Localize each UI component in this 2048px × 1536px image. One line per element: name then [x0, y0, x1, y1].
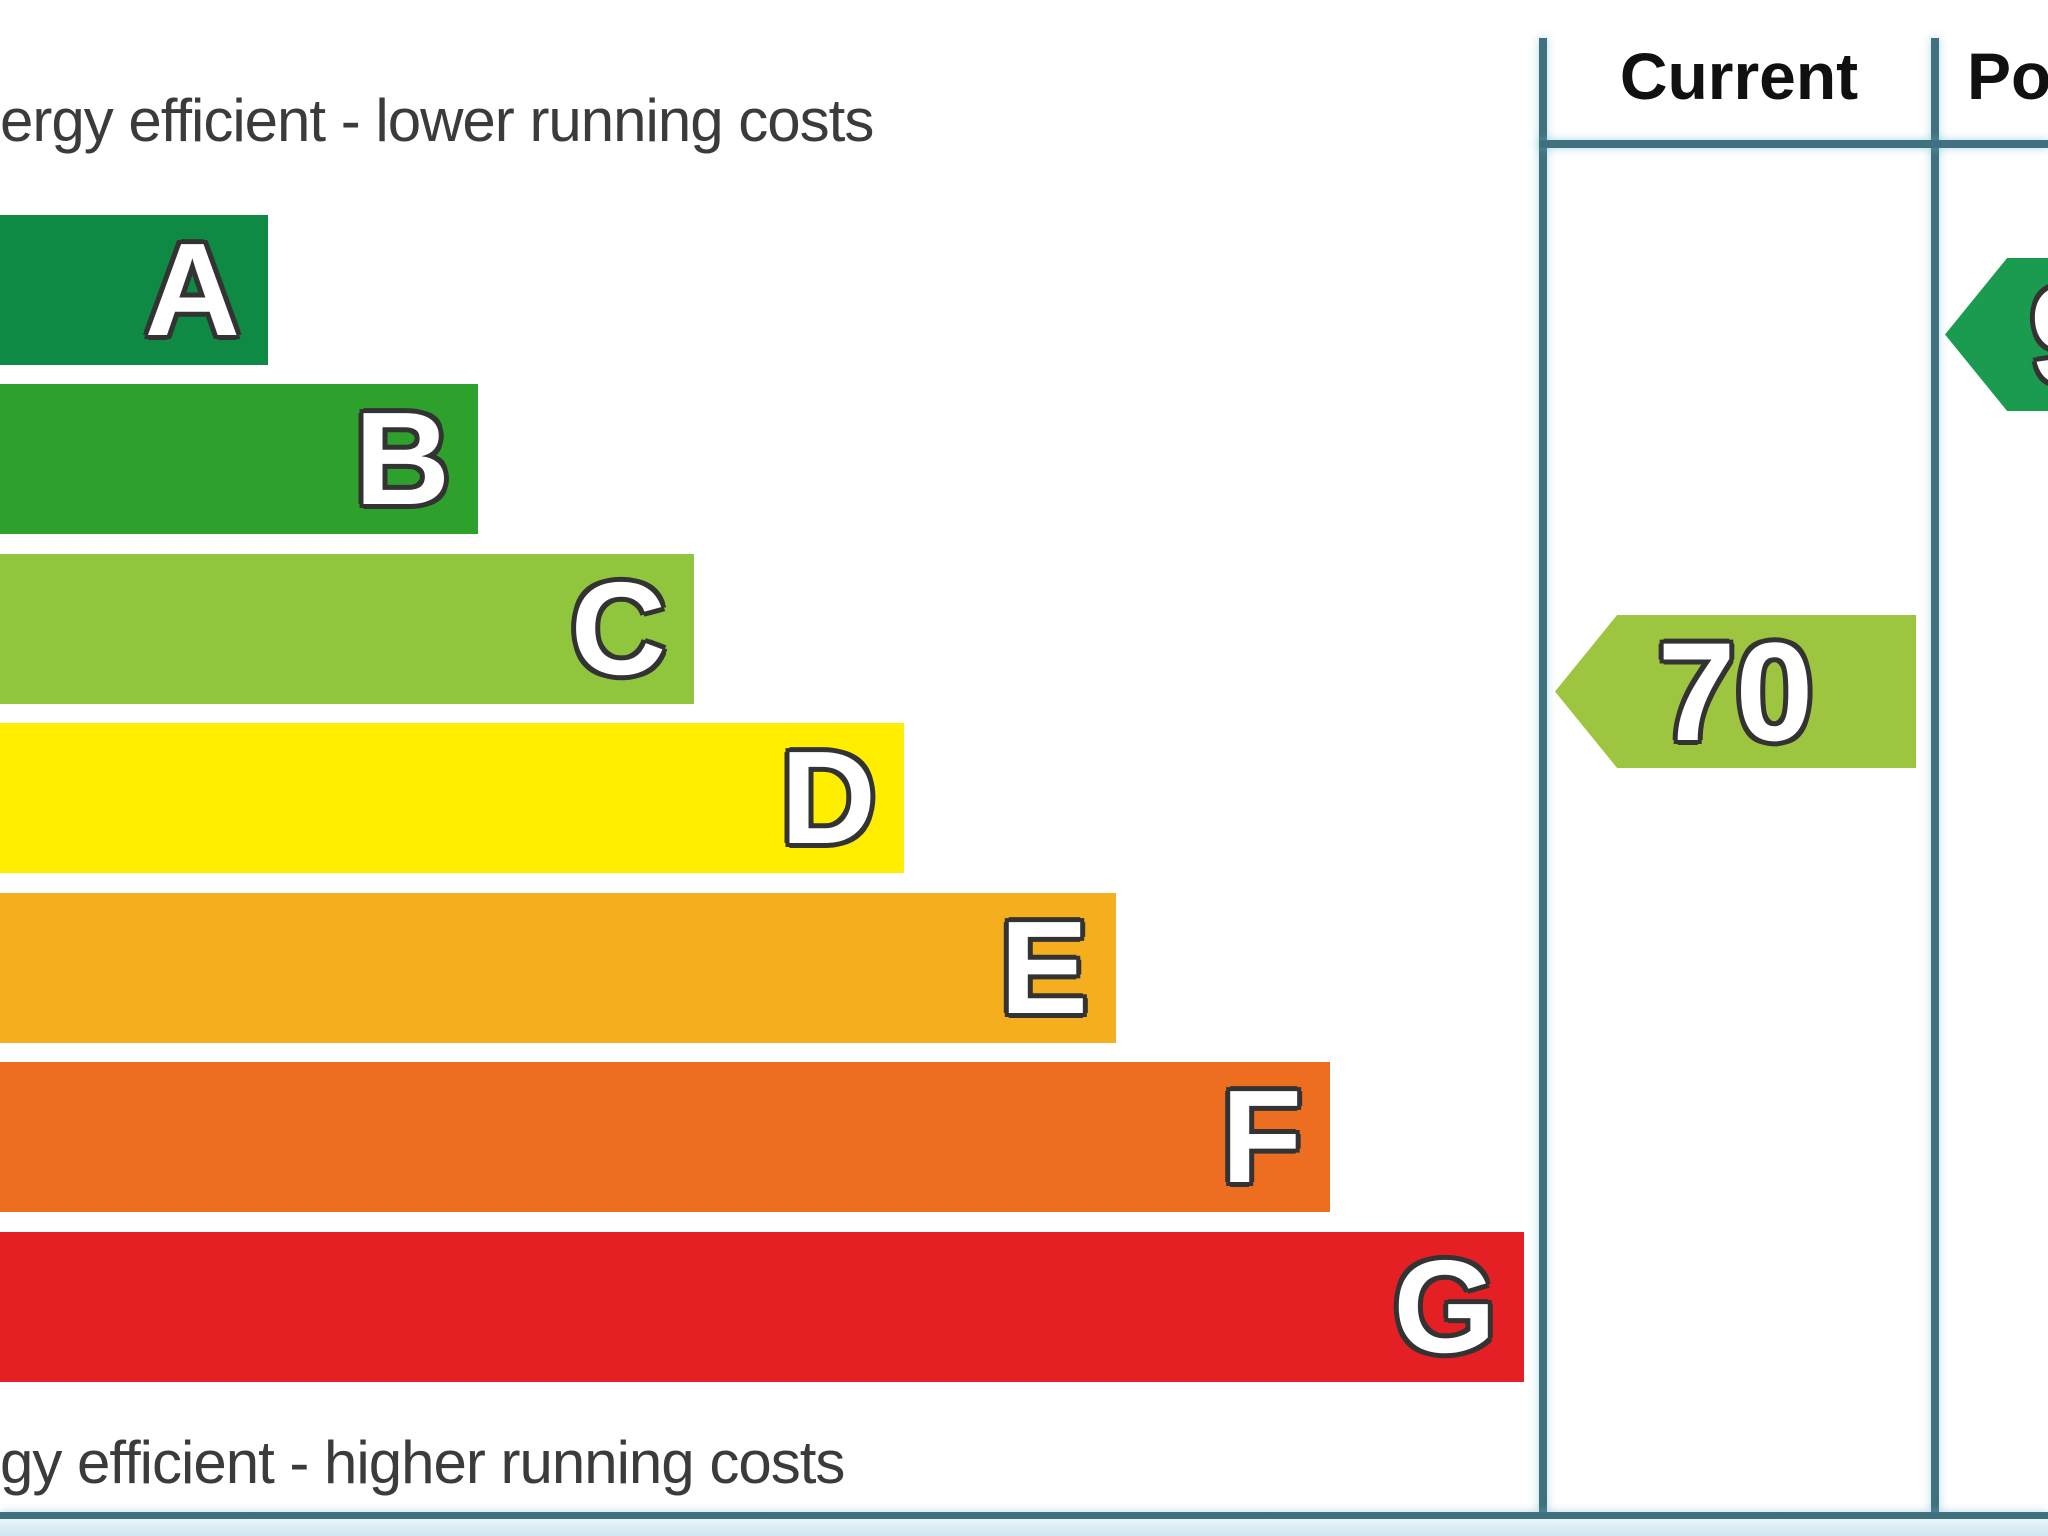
band-e-letter: E [999, 894, 1088, 1041]
band-a-letter: A [144, 216, 240, 363]
band-a-bar: A [0, 215, 268, 365]
band-f-bar: F [0, 1062, 1330, 1212]
band-c-letter: C [570, 555, 666, 702]
band-c-bar: C [0, 554, 694, 704]
band-d-bar: D [0, 723, 904, 873]
bottom-strip [0, 1519, 2048, 1536]
band-g-letter: G [1393, 1233, 1496, 1380]
current-column-left-divider [1539, 38, 1547, 1514]
bottom-border-line [0, 1512, 2048, 1519]
top-caption: ergy efficient - lower running costs [0, 87, 874, 154]
potential-column-left-divider [1931, 38, 1939, 1514]
current-column-header: Current [1619, 39, 1859, 113]
header-underline [1539, 140, 2048, 148]
bottom-caption: gy efficient - higher running costs [0, 1429, 845, 1496]
band-d-letter: D [780, 724, 876, 871]
band-g-bar: G [0, 1232, 1524, 1382]
current-rating-arrow: 70 [1555, 615, 1916, 768]
band-b-bar: B [0, 384, 478, 534]
potential-column-header-cropped: Po [1967, 39, 2048, 113]
band-f-letter: F [1221, 1063, 1302, 1210]
potential-rating-value-partial: 9 [2030, 264, 2048, 405]
current-rating-value: 70 [1657, 612, 1814, 770]
band-e-bar: E [0, 893, 1116, 1043]
band-b-letter: B [354, 385, 450, 532]
potential-rating-arrow-cropped: 9 [1945, 258, 2048, 411]
